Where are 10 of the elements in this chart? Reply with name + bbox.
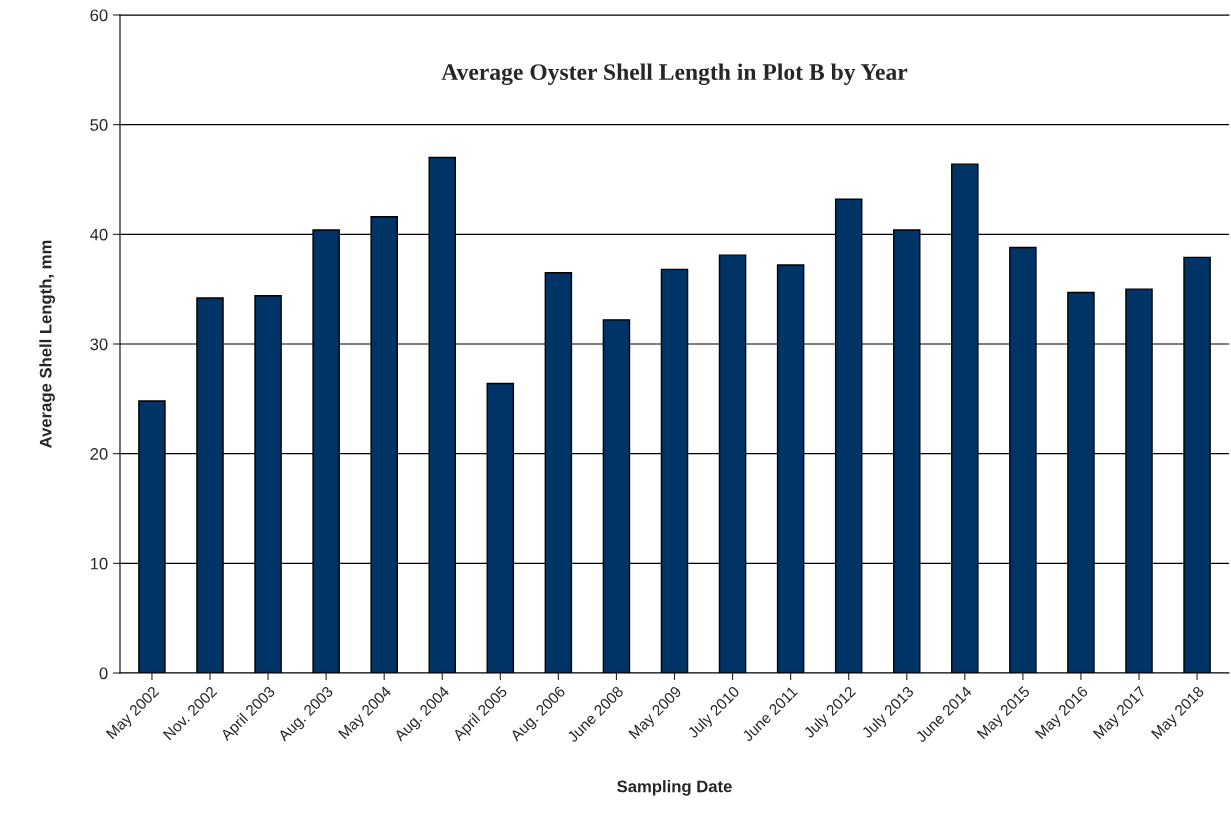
y-axis-title: Average Shell Length, mm: [39, 240, 55, 448]
y-tick-label: 30: [90, 338, 108, 351]
y-tick-label: 20: [90, 448, 108, 460]
y-tick-label: 40: [90, 228, 108, 241]
y-tick-label: 0: [99, 667, 108, 680]
y-tick-label: 50: [90, 119, 108, 131]
y-tick-label: 10: [90, 557, 108, 570]
y-tick-label: 60: [90, 9, 108, 22]
text: Average Oyster Shell Length in Plot B by Year: [441, 63, 908, 86]
x-axis-title: Sampling Date: [617, 780, 732, 796]
